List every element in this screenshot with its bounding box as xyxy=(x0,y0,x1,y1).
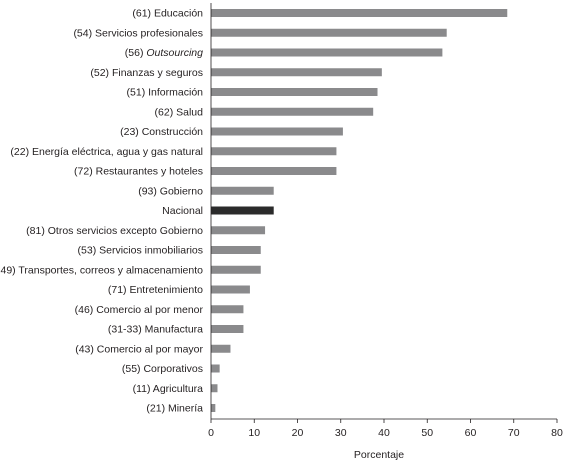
bar xyxy=(211,186,274,195)
category-label: Nacional xyxy=(162,205,203,217)
category-label: (54) Servicios profesionales xyxy=(73,27,203,39)
category-label: (62) Salud xyxy=(155,106,204,118)
x-tick-label: 0 xyxy=(208,427,214,439)
category-label: (53) Servicios inmobiliarios xyxy=(78,245,203,257)
category-label: (43) Comercio al por mayor xyxy=(75,343,203,355)
x-tick-label: 40 xyxy=(378,427,390,439)
category-label: (11) Agricultura xyxy=(133,383,204,395)
category-label: (55) Corporativos xyxy=(122,363,203,375)
x-tick-label: 50 xyxy=(421,427,433,439)
bar xyxy=(211,265,261,274)
category-label: (22) Energía eléctrica, agua y gas natur… xyxy=(10,146,203,158)
bars-group xyxy=(211,9,508,412)
bar xyxy=(211,364,220,373)
bar xyxy=(211,325,244,333)
bar xyxy=(211,88,378,96)
bar xyxy=(211,404,216,412)
bar xyxy=(211,68,382,77)
bar xyxy=(211,127,343,136)
bar xyxy=(211,167,337,175)
bar xyxy=(211,206,274,215)
category-label: (48-49) Transportes, correos y almacenam… xyxy=(0,264,203,276)
category-label: (31-33) Manufactura xyxy=(108,324,203,336)
category-label: (56) Outsourcing xyxy=(125,47,203,59)
category-label: (46) Comercio al por menor xyxy=(75,304,204,316)
x-tick-label: 30 xyxy=(335,427,347,439)
category-label: (71) Entretenimiento xyxy=(108,284,203,296)
category-label: (52) Finanzas y seguros xyxy=(90,67,203,79)
category-label: (93) Gobierno xyxy=(138,185,203,197)
x-ticks-group: 0 10 20 30 40 50 60 70 80 xyxy=(208,419,563,439)
bar xyxy=(211,147,337,156)
x-tick-label: 60 xyxy=(465,427,477,439)
x-tick-label: 20 xyxy=(292,427,304,439)
x-tick-label: 80 xyxy=(551,427,563,439)
bar xyxy=(211,48,443,57)
bar xyxy=(211,305,244,314)
x-tick-label: 70 xyxy=(508,427,520,439)
bar xyxy=(211,285,250,294)
bar xyxy=(211,246,261,254)
bar xyxy=(211,28,447,37)
category-label: (21) Minería xyxy=(146,403,203,415)
category-label: (61) Educación xyxy=(132,8,203,20)
bar xyxy=(211,107,374,116)
x-axis-title: Porcentaje xyxy=(354,449,404,461)
bar xyxy=(211,226,266,235)
bar xyxy=(211,384,218,393)
bar xyxy=(211,344,231,353)
category-label: (23) Construcción xyxy=(120,126,203,138)
category-label: (72) Restaurantes y hoteles xyxy=(74,166,203,178)
bar xyxy=(211,9,508,17)
category-labels-group: (61) Educación (54) Servicios profesional… xyxy=(0,8,203,415)
category-label: (51) Información xyxy=(127,87,204,99)
category-label: (81) Otros servicios excepto Gobierno xyxy=(26,225,203,237)
x-tick-label: 10 xyxy=(248,427,260,439)
